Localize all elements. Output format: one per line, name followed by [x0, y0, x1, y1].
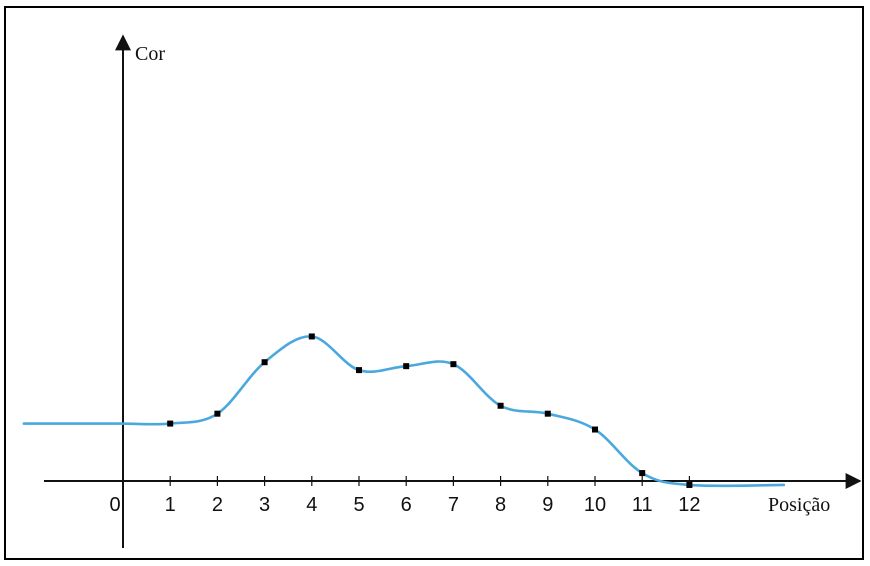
chart-frame [4, 6, 864, 560]
x-tick-label: 5 [353, 494, 364, 516]
data-point [639, 470, 646, 477]
x-tick-label: 12 [678, 494, 700, 516]
x-tick-label: 2 [212, 494, 223, 516]
data-point [167, 420, 174, 427]
x-tick-label: 1 [165, 494, 176, 516]
x-tick-label: 3 [259, 494, 270, 516]
data-point [308, 333, 315, 340]
data-points [167, 333, 693, 488]
series-curve [22, 335, 786, 488]
x-tick-label: 8 [495, 494, 506, 516]
data-point [592, 426, 598, 433]
x-tick-label: 4 [306, 494, 317, 516]
data-point [356, 367, 362, 374]
x-tick-label: 9 [542, 494, 553, 516]
x-tick-label: 0 [109, 494, 120, 516]
x-tick-label: 7 [448, 494, 459, 516]
data-point [214, 410, 221, 417]
data-point [261, 359, 268, 366]
data-point [403, 363, 410, 370]
y-axis-title: Cor [135, 43, 165, 65]
x-tick-label: 11 [632, 494, 653, 516]
x-tick-labels: 0 1 2 3 4 5 6 7 8 9 10 11 12 [109, 494, 700, 516]
x-axis-title: Posição [768, 494, 830, 516]
x-tick-label: 10 [584, 494, 606, 516]
x-tick-label: 6 [401, 494, 412, 516]
data-point [686, 481, 693, 488]
data-point [544, 410, 551, 417]
data-point [450, 361, 457, 368]
data-point [497, 402, 504, 409]
